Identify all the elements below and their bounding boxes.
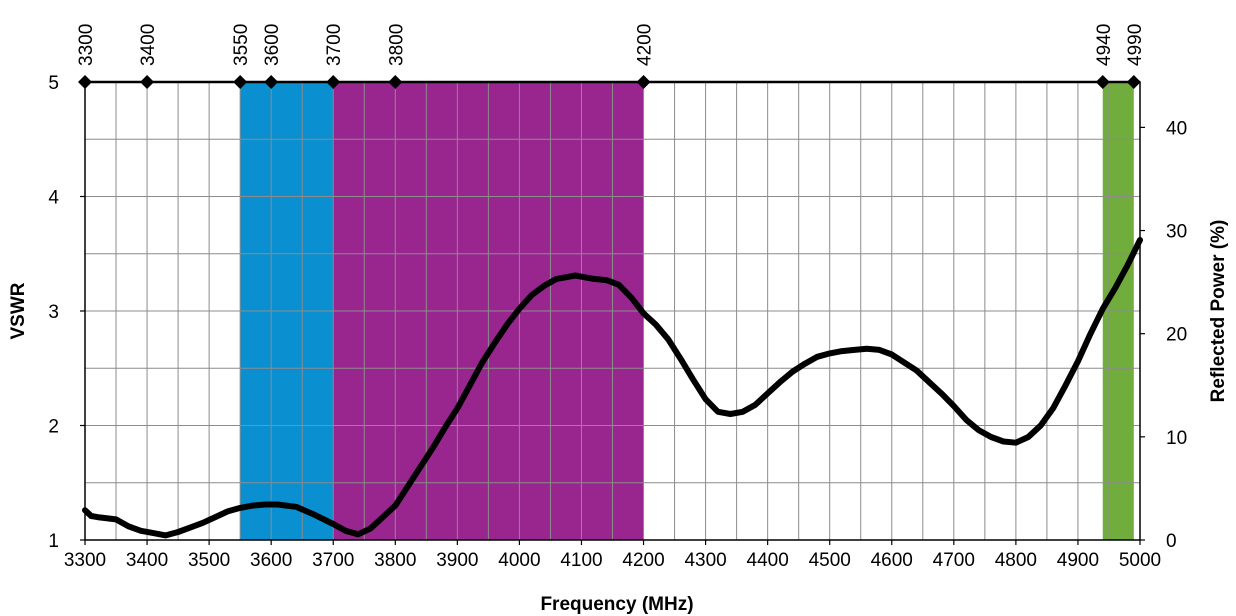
top-marker-label: 4200	[635, 24, 656, 66]
top-marker-label: 3600	[262, 24, 283, 66]
top-marker-diamond	[1126, 75, 1141, 89]
series-layer	[82, 237, 1143, 539]
y-tick-labels: 1 2 3 4 5	[48, 73, 59, 552]
top-marker-diamond	[326, 75, 341, 89]
x-tick-label: 4600	[871, 550, 913, 571]
top-markers	[78, 75, 1141, 89]
top-marker-label: 4940	[1094, 24, 1115, 66]
y-tick-label: 2	[48, 417, 59, 438]
x-axis-title: Frequency (MHz)	[540, 594, 693, 615]
top-marker-diamond	[233, 75, 248, 89]
top-marker-diamond	[636, 75, 651, 89]
y-tick-label: 1	[48, 531, 59, 552]
x-tick-label: 3600	[250, 550, 292, 571]
y2-tick-label: 30	[1166, 222, 1187, 243]
y-tick-label: 5	[48, 73, 59, 94]
x-tick-label: 4500	[809, 550, 851, 571]
y2-axis-title: Reflected Power (%)	[1208, 220, 1229, 403]
top-marker-label: 3800	[386, 24, 407, 66]
y2-tick-label: 0	[1166, 531, 1177, 552]
x-tick-label: 5000	[1119, 550, 1161, 571]
top-marker-labels: 3300 3400 3550 3600 3700 3800 4200 4940 4990	[76, 24, 1146, 66]
top-marker-diamond	[264, 75, 279, 89]
y-tick-label: 3	[48, 302, 59, 323]
y2-tick-label: 40	[1166, 118, 1187, 139]
vswr-series-line	[82, 237, 1143, 539]
top-marker-label: 3300	[76, 24, 97, 66]
y2-tick-label: 10	[1166, 428, 1187, 449]
plot-frame	[80, 80, 1145, 545]
x-tick-label: 4000	[498, 550, 540, 571]
x-tick-label: 4800	[995, 550, 1037, 571]
top-marker-label: 4990	[1125, 24, 1146, 66]
top-marker-diamond	[140, 75, 155, 89]
y2-tick-label: 20	[1166, 325, 1187, 346]
top-marker-diamond	[1095, 75, 1110, 89]
y2-tick-labels: 0 10 20 30 40	[1166, 118, 1187, 552]
x-tick-label: 3300	[64, 550, 106, 571]
x-tick-label: 3400	[126, 550, 168, 571]
y-axis-title: VSWR	[8, 282, 29, 339]
top-marker-diamond	[78, 75, 92, 89]
x-tick-label: 4400	[747, 550, 789, 571]
top-marker-label: 3400	[138, 24, 159, 66]
x-tick-label: 4300	[684, 550, 726, 571]
x-tick-label: 3700	[312, 550, 354, 571]
top-marker-label: 3550	[231, 24, 252, 66]
x-tick-label: 4100	[560, 550, 602, 571]
x-tick-label: 4900	[1057, 550, 1099, 571]
x-tick-labels: 3300 3400 3500 3600 3700 3800 3900 4000 4100 4200…	[64, 550, 1161, 571]
y-tick-label: 4	[48, 188, 59, 209]
x-tick-label: 4200	[622, 550, 664, 571]
x-tick-label: 4700	[933, 550, 975, 571]
top-marker-label: 3700	[324, 24, 345, 66]
top-marker-diamond	[388, 75, 403, 89]
x-tick-label: 3900	[436, 550, 478, 571]
x-tick-label: 3800	[374, 550, 416, 571]
x-tick-label: 3500	[188, 550, 230, 571]
